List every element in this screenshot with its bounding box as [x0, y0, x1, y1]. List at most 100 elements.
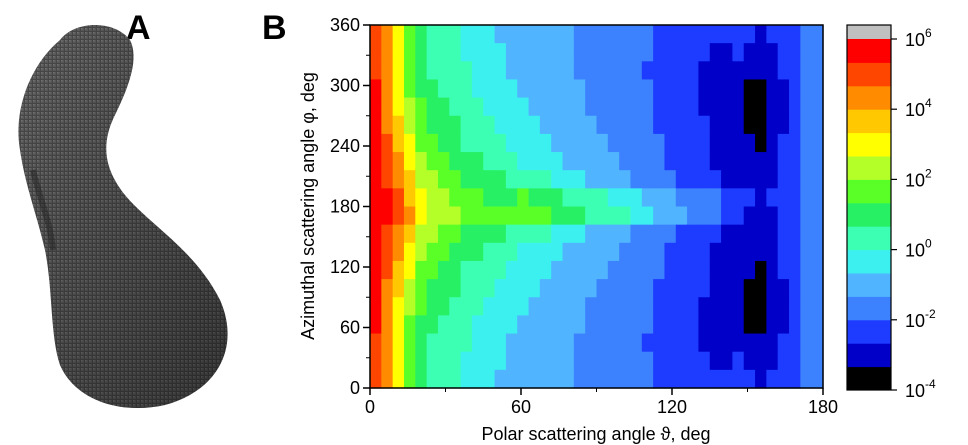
- heatmap-cell: [415, 369, 428, 389]
- heatmap-cell: [415, 297, 428, 316]
- heatmap-cell: [766, 279, 779, 298]
- heatmap-cell: [811, 206, 824, 226]
- heatmap-cell: [709, 351, 722, 371]
- heatmap-cell: [415, 206, 428, 226]
- heatmap-cell: [607, 333, 620, 353]
- heatmap-cell: [653, 279, 666, 298]
- heatmap-cell: [630, 242, 643, 262]
- heatmap-cell: [675, 297, 688, 316]
- heatmap-cell: [766, 61, 779, 81]
- heatmap-cell: [449, 351, 462, 371]
- heatmap-cell: [460, 242, 473, 262]
- x-axis-label: Polar scattering angle ϑ, deg: [482, 424, 711, 444]
- heatmap-cell: [596, 188, 609, 208]
- heatmap-cell: [460, 206, 473, 226]
- heatmap-cell: [551, 242, 564, 262]
- heatmap-cell: [721, 333, 733, 353]
- heatmap-cell: [381, 170, 394, 189]
- heatmap-cell: [596, 242, 609, 262]
- heatmap-cell: [732, 315, 745, 335]
- heatmap-cell: [449, 43, 462, 62]
- y-tick-label: 360: [330, 15, 360, 35]
- heatmap-cell: [483, 115, 496, 135]
- heatmap-cell: [653, 97, 666, 117]
- heatmap-cell: [800, 43, 813, 62]
- y-tick-label: 300: [330, 76, 360, 96]
- heatmap-cell: [664, 43, 677, 62]
- heatmap-cell: [403, 315, 416, 335]
- heatmap-cell: [573, 152, 586, 171]
- heatmap-cell: [675, 79, 688, 99]
- heatmap-cell: [415, 152, 428, 171]
- heatmap-cell: [755, 260, 767, 280]
- heatmap-cell: [460, 152, 473, 171]
- heatmap-cell: [811, 369, 824, 389]
- heatmap-cell: [811, 188, 824, 208]
- heatmap-cell: [698, 61, 711, 81]
- colorbar-swatch: [847, 343, 891, 368]
- heatmap-cell: [381, 61, 394, 81]
- heatmap-cell: [415, 260, 428, 280]
- heatmap-cell: [585, 351, 598, 371]
- heatmap-cell: [698, 224, 711, 244]
- heatmap-cell: [619, 188, 632, 208]
- heatmap-cell: [392, 242, 405, 262]
- heatmap-cell: [755, 315, 767, 335]
- heatmap-cell: [471, 170, 484, 189]
- heatmap-cell: [709, 61, 722, 81]
- heatmap-cell: [426, 369, 439, 389]
- heatmap-cell: [698, 115, 711, 135]
- heatmap-cell: [675, 115, 688, 135]
- heatmap-cell: [607, 43, 620, 62]
- heatmap-cell: [675, 206, 688, 226]
- heatmap-cell: [800, 351, 813, 371]
- heatmap-cell: [687, 43, 700, 62]
- heatmap-cell: [732, 133, 745, 153]
- heatmap-cell: [619, 61, 632, 81]
- heatmap-cell: [449, 242, 462, 262]
- heatmap-cell: [755, 25, 767, 44]
- heatmap-cell: [483, 25, 496, 44]
- heatmap-cell: [596, 97, 609, 117]
- heatmap-cell: [777, 79, 790, 99]
- heatmap-cell: [528, 188, 541, 208]
- heatmap-cell: [709, 297, 722, 316]
- heatmap-cell: [494, 188, 507, 208]
- heatmap-cell: [743, 297, 756, 316]
- heatmap-cell: [415, 224, 428, 244]
- heatmap-cell: [777, 351, 790, 371]
- heatmap-cell: [732, 61, 745, 81]
- heatmap-cell: [709, 43, 722, 62]
- heatmap-cell: [449, 333, 462, 353]
- heatmap-cell: [743, 315, 756, 335]
- heatmap-cell: [664, 297, 677, 316]
- heatmap-cell: [539, 315, 552, 335]
- heatmap-cell: [766, 188, 779, 208]
- heatmap-cell: [471, 97, 484, 117]
- heatmap-cell: [755, 97, 767, 117]
- heatmap-cell: [494, 297, 507, 316]
- heatmap-cell: [607, 315, 620, 335]
- heatmap-cell: [370, 297, 382, 316]
- heatmap-cell: [426, 79, 439, 99]
- heatmap-cell: [732, 260, 745, 280]
- heatmap-cell: [517, 260, 530, 280]
- heatmap-cell: [721, 351, 733, 371]
- heatmap-cell: [777, 97, 790, 117]
- heatmap-cell: [585, 97, 598, 117]
- heatmap-cell: [800, 297, 813, 316]
- heatmap-cell: [517, 279, 530, 298]
- heatmap-cell: [789, 279, 801, 298]
- heatmap-cell: [721, 260, 733, 280]
- heatmap-cell: [539, 260, 552, 280]
- colorbar-swatch: [847, 109, 891, 134]
- heatmap-cell: [551, 279, 564, 298]
- heatmap-cell: [653, 25, 666, 44]
- heatmap-cell: [551, 369, 564, 389]
- heatmap-cell: [562, 279, 575, 298]
- heatmap-cell: [687, 260, 700, 280]
- heatmap-cell: [653, 315, 666, 335]
- heatmap-cell: [483, 152, 496, 171]
- heatmap-cell: [505, 115, 518, 135]
- heatmap-cell: [426, 25, 439, 44]
